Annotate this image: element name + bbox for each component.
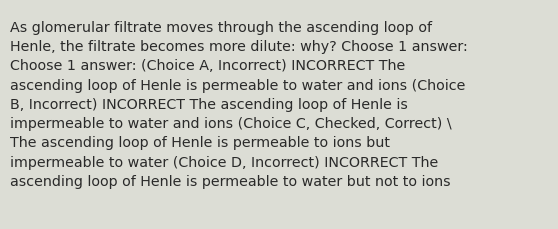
Text: As glomerular filtrate moves through the ascending loop of
Henle, the filtrate b: As glomerular filtrate moves through the… xyxy=(10,21,468,188)
